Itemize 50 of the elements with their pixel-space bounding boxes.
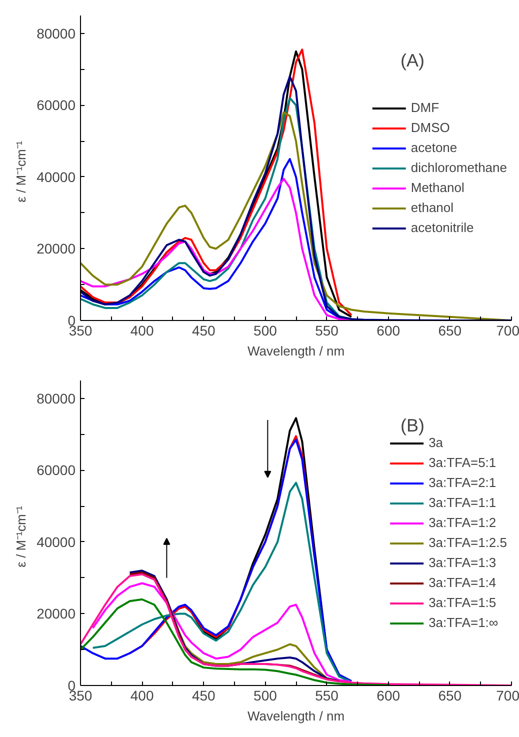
legend-label: 3a:TFA=1:5 xyxy=(428,595,496,610)
x-tick-label: 700 xyxy=(496,688,519,704)
legend-label: 3a:TFA=1:3 xyxy=(428,555,496,570)
line-series xyxy=(92,482,352,683)
legend-label: 3a:TFA=1:2 xyxy=(428,515,496,530)
legend-label: 3a:TFA=5:1 xyxy=(428,455,496,470)
line-series xyxy=(80,438,352,682)
x-tick-label: 650 xyxy=(438,322,462,338)
line-series xyxy=(80,97,352,320)
y-tick-label: 20000 xyxy=(36,606,76,622)
legend-label: 3a:TFA=1:∞ xyxy=(428,615,498,630)
x-axis-title: Wavelength / nm xyxy=(247,708,345,724)
x-tick-label: 650 xyxy=(438,688,462,704)
x-tick-label: 700 xyxy=(496,322,519,338)
x-tick-label: 450 xyxy=(192,688,216,704)
x-tick-label: 550 xyxy=(315,322,339,338)
y-axis-title: ε / M⁻¹cm⁻¹ xyxy=(14,140,29,202)
y-axis-title: ε / M⁻¹cm⁻¹ xyxy=(14,505,29,568)
x-tick-label: 450 xyxy=(192,322,216,338)
legend-label: DMSO xyxy=(410,120,450,135)
legend-label: acetone xyxy=(410,140,458,155)
legend-label: 3a:TFA=1:1 xyxy=(428,495,496,510)
legend-label: ethanol xyxy=(410,200,454,215)
legend-label: 3a:TFA=1:4 xyxy=(428,575,496,590)
x-tick-label: 600 xyxy=(376,688,400,704)
x-tick-label: 600 xyxy=(376,322,400,338)
legend-label: dichloromethane xyxy=(410,160,507,175)
legend-label: Methanol xyxy=(410,180,464,195)
legend-label: 3a xyxy=(428,435,444,450)
legend-label: 3a:TFA=2:1 xyxy=(428,475,496,490)
y-tick-label: 80000 xyxy=(36,25,76,42)
y-tick-label: 80000 xyxy=(36,390,76,406)
x-tick-label: 550 xyxy=(315,688,339,704)
line-series xyxy=(80,598,390,686)
y-tick-label: 60000 xyxy=(36,462,76,478)
annotation: (B) xyxy=(400,416,424,436)
x-tick-label: 500 xyxy=(254,688,278,704)
x-tick-label: 500 xyxy=(254,322,278,338)
y-tick-label: 40000 xyxy=(36,534,76,550)
x-tick-label: 400 xyxy=(130,688,154,704)
y-tick-label: 20000 xyxy=(36,240,76,257)
line-series xyxy=(92,582,352,683)
x-axis-title: Wavelength / nm xyxy=(247,344,345,358)
legend-label: acetonitrile xyxy=(410,220,474,235)
x-tick-label: 400 xyxy=(130,322,154,338)
y-tick-label: 60000 xyxy=(36,97,76,114)
legend-label: DMF xyxy=(410,100,440,115)
legend-label: 3a:TFA=1:2.5 xyxy=(428,535,507,550)
annotation: (A) xyxy=(400,50,424,70)
y-tick-label: 40000 xyxy=(36,168,76,185)
